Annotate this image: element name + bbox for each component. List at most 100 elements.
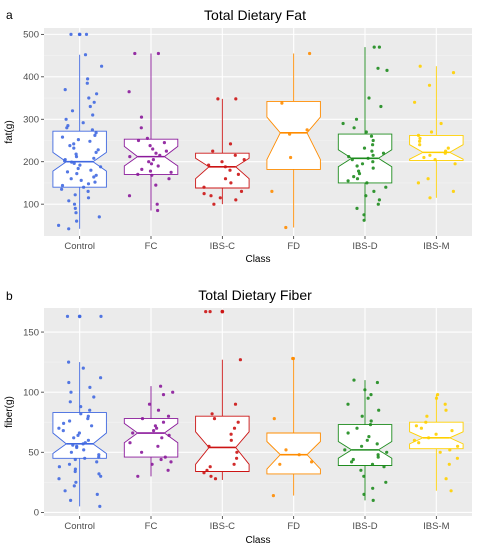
data-point <box>136 138 141 143</box>
data-point <box>77 431 81 435</box>
data-point <box>75 219 79 223</box>
data-point <box>68 400 72 404</box>
data-point <box>156 444 160 448</box>
data-point <box>446 146 450 150</box>
data-point <box>284 448 288 452</box>
data-point <box>163 455 167 459</box>
data-point <box>271 494 275 498</box>
data-point <box>371 138 375 143</box>
data-point <box>90 128 94 132</box>
y-axis: 100 200 300 400 500 <box>23 30 44 210</box>
data-point <box>93 180 97 184</box>
data-point <box>79 412 83 416</box>
data-point <box>156 208 160 213</box>
data-point <box>208 310 212 314</box>
data-point <box>99 376 103 380</box>
data-point <box>434 432 438 436</box>
data-point <box>95 460 99 464</box>
data-point <box>362 213 366 217</box>
data-point <box>346 431 350 435</box>
data-point <box>414 424 418 428</box>
data-point <box>297 453 301 457</box>
data-point <box>363 388 367 392</box>
data-point <box>148 169 153 173</box>
data-point <box>74 211 78 215</box>
data-point <box>156 51 160 56</box>
data-point <box>228 168 232 172</box>
data-point <box>154 183 158 187</box>
data-point <box>207 163 211 167</box>
data-point <box>88 104 92 109</box>
data-point <box>355 206 359 210</box>
data-point <box>385 68 389 72</box>
data-point <box>161 393 166 397</box>
data-point <box>204 310 208 314</box>
data-point <box>272 417 276 421</box>
data-point <box>67 462 72 466</box>
data-point <box>439 121 443 126</box>
data-point <box>210 412 214 416</box>
data-point <box>239 189 244 193</box>
y-tick-label: 400 <box>23 72 39 83</box>
data-point <box>65 170 70 174</box>
data-point <box>139 115 144 119</box>
data-point <box>216 97 220 101</box>
data-point <box>162 141 166 145</box>
data-point <box>350 460 354 464</box>
data-point <box>87 96 91 100</box>
data-point <box>305 128 309 132</box>
data-point <box>73 467 77 471</box>
data-point <box>371 486 375 490</box>
data-point <box>232 426 237 430</box>
data-point <box>131 431 135 435</box>
data-point <box>70 109 75 113</box>
data-point <box>455 456 459 460</box>
data-point <box>449 489 453 493</box>
data-point <box>343 448 347 452</box>
data-point <box>443 402 447 406</box>
data-point <box>88 385 92 389</box>
data-point <box>86 77 90 81</box>
y-tick-label: 100 <box>23 199 39 210</box>
x-axis-label: Class <box>245 535 270 546</box>
data-point <box>202 471 206 475</box>
data-point <box>451 189 455 193</box>
data-point <box>238 358 242 362</box>
data-point <box>270 189 274 193</box>
data-point <box>74 152 78 156</box>
data-point <box>352 378 356 382</box>
data-point <box>211 149 215 153</box>
data-point <box>94 173 98 177</box>
data-point <box>84 32 89 37</box>
y-tick-label: 500 <box>23 30 39 41</box>
data-point <box>145 136 149 140</box>
data-point <box>81 366 85 370</box>
data-point <box>150 462 154 466</box>
data-point <box>75 172 79 176</box>
data-point <box>72 484 76 488</box>
data-point <box>382 465 386 469</box>
data-point <box>232 462 236 466</box>
outlier-point <box>77 314 82 319</box>
data-point <box>375 442 379 446</box>
panel-letter: b <box>6 289 13 303</box>
x-tick-label: Control <box>64 241 95 252</box>
boxplot-ibs-d <box>337 47 393 221</box>
x-tick-label: FD <box>287 521 300 532</box>
data-point <box>166 414 171 418</box>
data-point <box>151 147 155 151</box>
data-point <box>367 96 371 100</box>
data-point <box>422 155 426 160</box>
data-point <box>366 156 370 160</box>
data-point <box>86 196 91 200</box>
x-tick-label: Control <box>64 521 95 532</box>
data-point <box>64 117 68 121</box>
data-point <box>171 390 175 394</box>
data-point <box>354 117 359 121</box>
data-point <box>456 444 460 448</box>
data-point <box>365 438 369 442</box>
data-point <box>150 173 154 177</box>
data-point <box>72 436 76 440</box>
data-point <box>425 414 429 418</box>
data-point <box>366 396 370 400</box>
